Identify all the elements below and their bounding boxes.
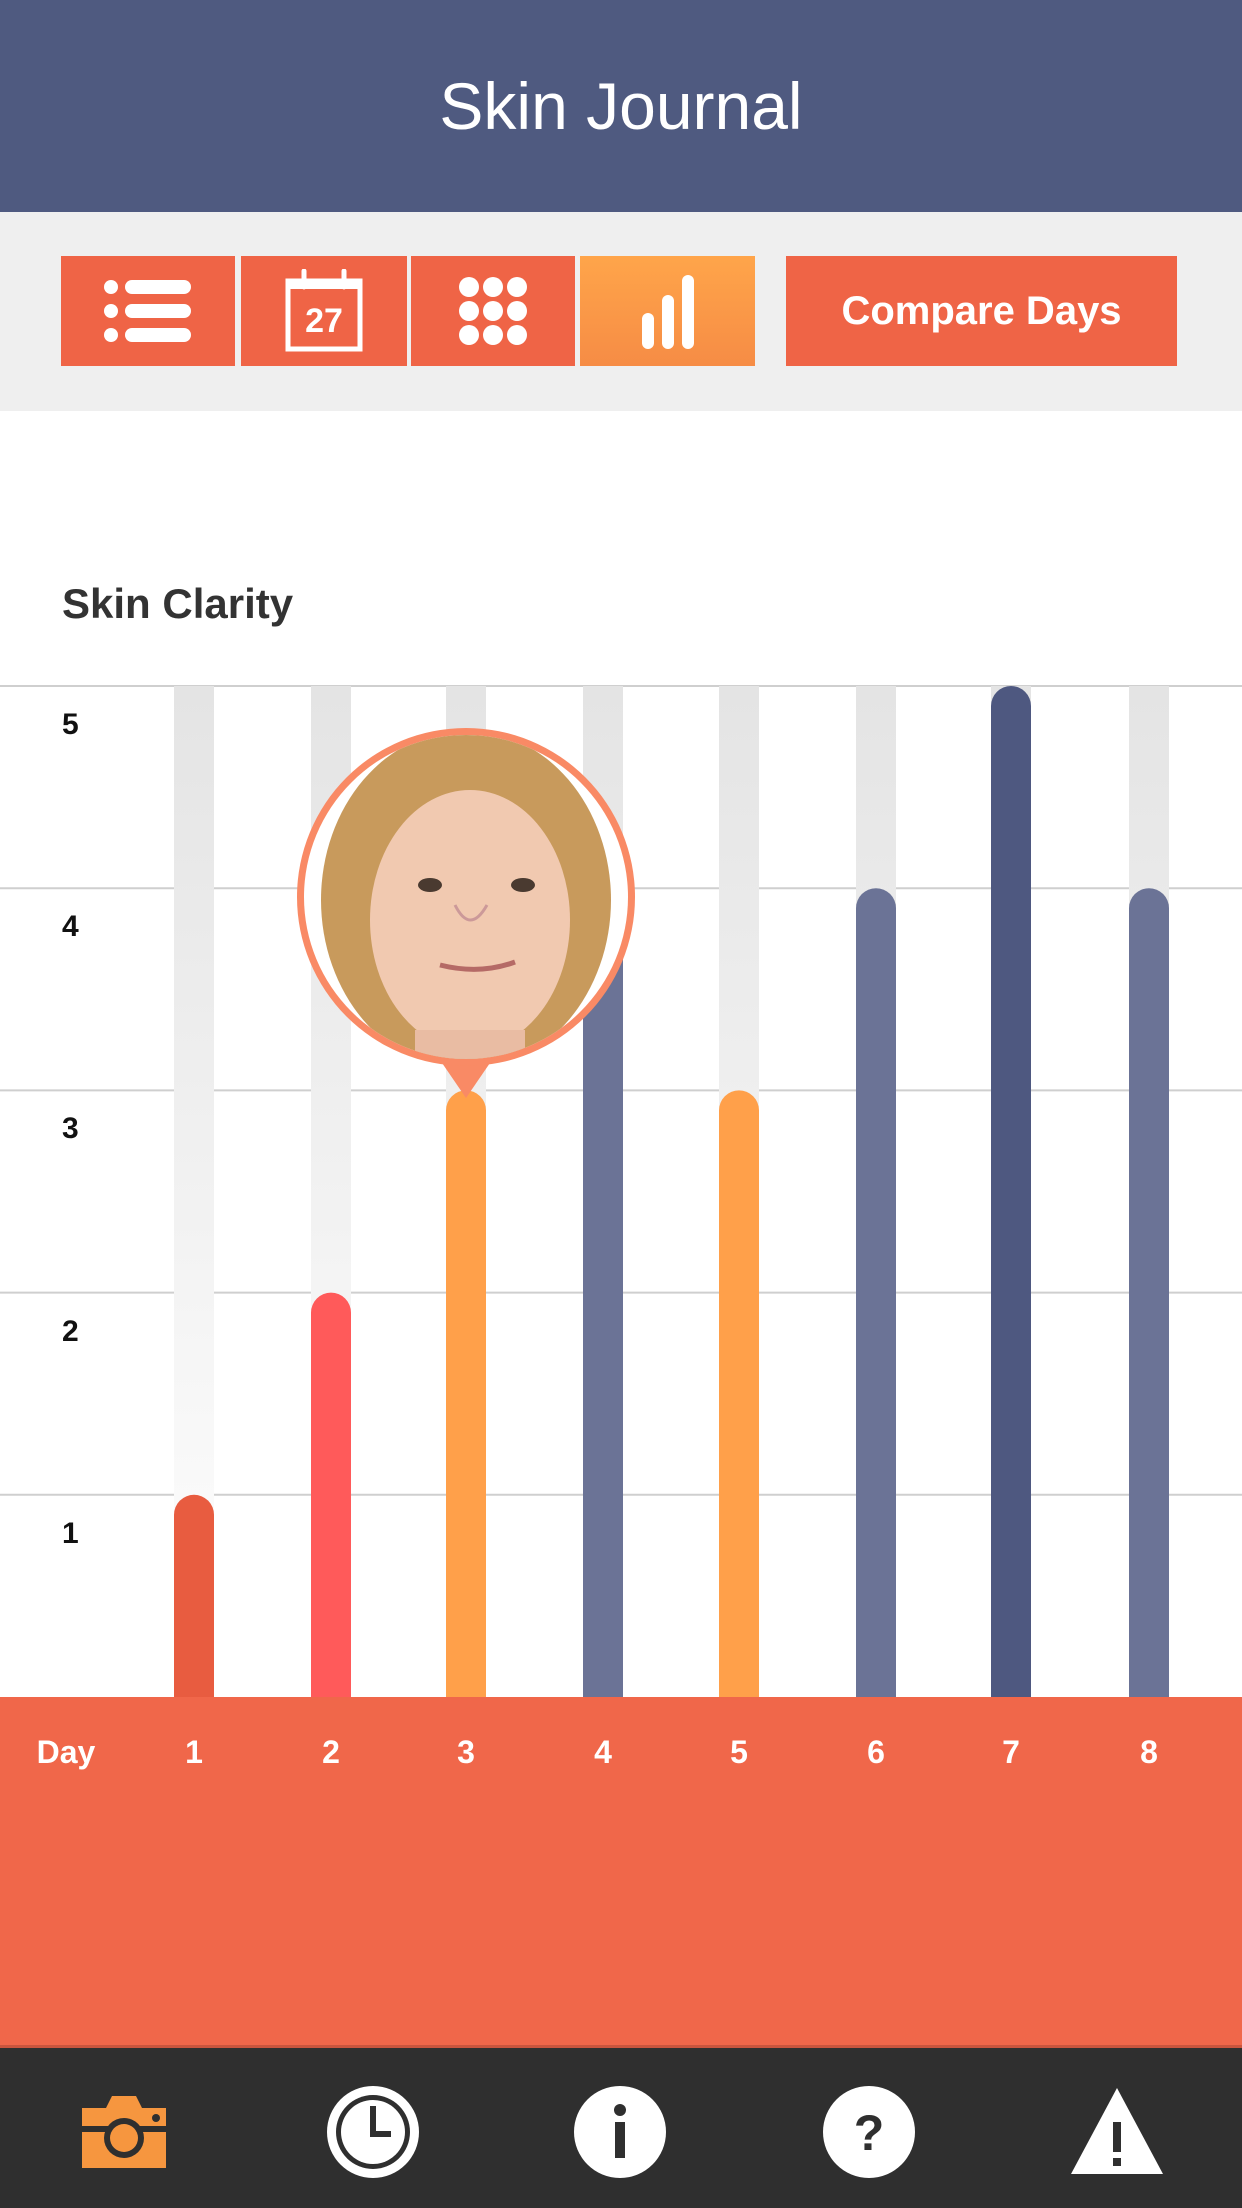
- bar-day-8[interactable]: [1129, 888, 1169, 1697]
- bar-day-6[interactable]: [856, 888, 896, 1697]
- bar-day-7[interactable]: [991, 686, 1031, 1697]
- bar-day-3[interactable]: [446, 1090, 486, 1697]
- y-tick-label: 3: [62, 1112, 79, 1146]
- face-photo: [321, 735, 611, 1059]
- info-icon[interactable]: [572, 2084, 668, 2180]
- grid-icon: [459, 277, 527, 345]
- y-tick-label: 4: [62, 910, 79, 944]
- list-view-button[interactable]: [61, 256, 235, 366]
- day-photo-popup[interactable]: [297, 728, 635, 1098]
- view-toolbar: 27 Compare Days: [0, 212, 1242, 411]
- day-label: 3: [457, 1734, 475, 1770]
- day-label: 5: [730, 1734, 748, 1770]
- bar-day-4[interactable]: [583, 888, 623, 1697]
- bar-day-2[interactable]: [311, 1292, 352, 1697]
- compare-days-button[interactable]: Compare Days: [786, 256, 1177, 366]
- calendar-date: 27: [305, 302, 343, 340]
- day-label: 6: [867, 1734, 885, 1770]
- list-icon: [104, 280, 191, 342]
- bar-day-5[interactable]: [719, 1090, 759, 1697]
- x-axis-label: Day: [36, 1734, 96, 1770]
- x-axis-band: [0, 1697, 1242, 2045]
- y-tick-label: 1: [62, 1516, 79, 1550]
- clock-icon[interactable]: [325, 2084, 421, 2180]
- app-header: Skin Journal: [0, 0, 1242, 212]
- svg-text:?: ?: [854, 2105, 885, 2161]
- bar-day-1[interactable]: [174, 1494, 214, 1697]
- day-label: 1: [185, 1734, 203, 1770]
- bar-chart-icon: [641, 275, 694, 349]
- calendar-icon: [285, 269, 363, 352]
- grid-view-button[interactable]: [411, 256, 575, 366]
- day-label: 8: [1140, 1734, 1158, 1770]
- day-label: 2: [322, 1734, 340, 1770]
- help-icon[interactable]: ?: [821, 2084, 917, 2180]
- calendar-view-button[interactable]: 27: [241, 256, 407, 366]
- day-label: 4: [594, 1734, 612, 1770]
- day-label: 7: [1002, 1734, 1020, 1770]
- warning-icon[interactable]: [1069, 2084, 1165, 2180]
- y-tick-label: 2: [62, 1314, 79, 1348]
- bottom-nav: ?: [0, 2045, 1242, 2208]
- chart-view-button[interactable]: [580, 256, 755, 366]
- chart-title: Skin Clarity: [62, 580, 294, 627]
- page-title: Skin Journal: [439, 69, 803, 143]
- camera-icon[interactable]: [76, 2084, 172, 2180]
- y-tick-label: 5: [62, 708, 79, 741]
